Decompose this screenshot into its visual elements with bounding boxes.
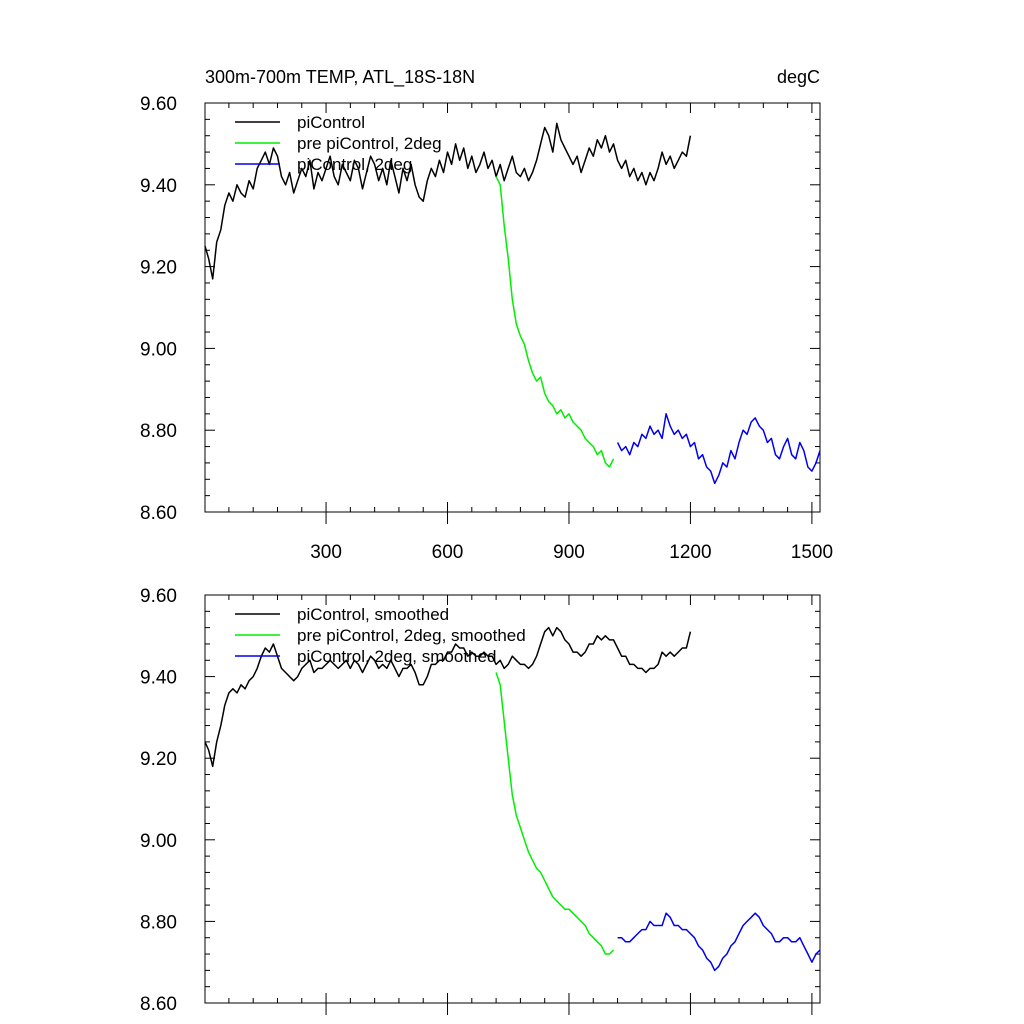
legend-entry: piControl, 2deg <box>297 155 412 174</box>
series-line-2 <box>495 176 615 468</box>
series-line-1 <box>204 122 692 280</box>
x-tick-label: 1500 <box>791 542 833 563</box>
legend-entry: piControl, smoothed <box>297 605 449 624</box>
y-tick-label: 9.00 <box>140 831 177 852</box>
top-panel: 300m-700m TEMP, ATL_18S-18N degC 8.60 8.8… <box>140 67 833 563</box>
y-tick-label: 9.20 <box>140 749 177 770</box>
legend-entry: pre piControl, 2deg, smoothed <box>297 626 526 645</box>
y-tick-label: 8.60 <box>140 503 177 524</box>
legend-entry: piControl, 2deg, smoothed <box>297 647 496 666</box>
units-label: degC <box>777 67 820 87</box>
y-tick-label: 9.40 <box>140 668 177 689</box>
legend-entry: piControl <box>297 113 365 132</box>
x-tick-label: 900 <box>553 542 585 563</box>
y-tick-label: 9.40 <box>140 176 177 197</box>
series-line-3 <box>617 912 821 972</box>
chart-title: 300m-700m TEMP, ATL_18S-18N <box>205 67 475 88</box>
x-tick-label: 300 <box>310 542 342 563</box>
y-tick-label: 9.00 <box>140 339 177 360</box>
bottom-panel: 8.60 8.80 9.00 9.20 9.40 9.60 piControl, smoot… <box>140 586 821 1015</box>
plot-frame <box>204 102 821 513</box>
y-tick-label: 8.60 <box>140 994 177 1015</box>
series-line-1 <box>204 626 692 768</box>
series-line-3 <box>616 413 821 485</box>
x-tick-label: 600 <box>432 542 464 563</box>
plot-frame <box>204 594 821 1004</box>
x-tick-label: 1200 <box>669 542 711 563</box>
y-tick-label: 8.80 <box>140 421 177 442</box>
y-tick-label: 9.60 <box>140 94 177 115</box>
legend-entry: pre piControl, 2deg <box>297 134 442 153</box>
y-tick-label: 8.80 <box>140 912 177 933</box>
y-tick-label: 9.60 <box>140 586 177 607</box>
series-line-2 <box>495 672 615 955</box>
y-tick-label: 9.20 <box>140 258 177 279</box>
